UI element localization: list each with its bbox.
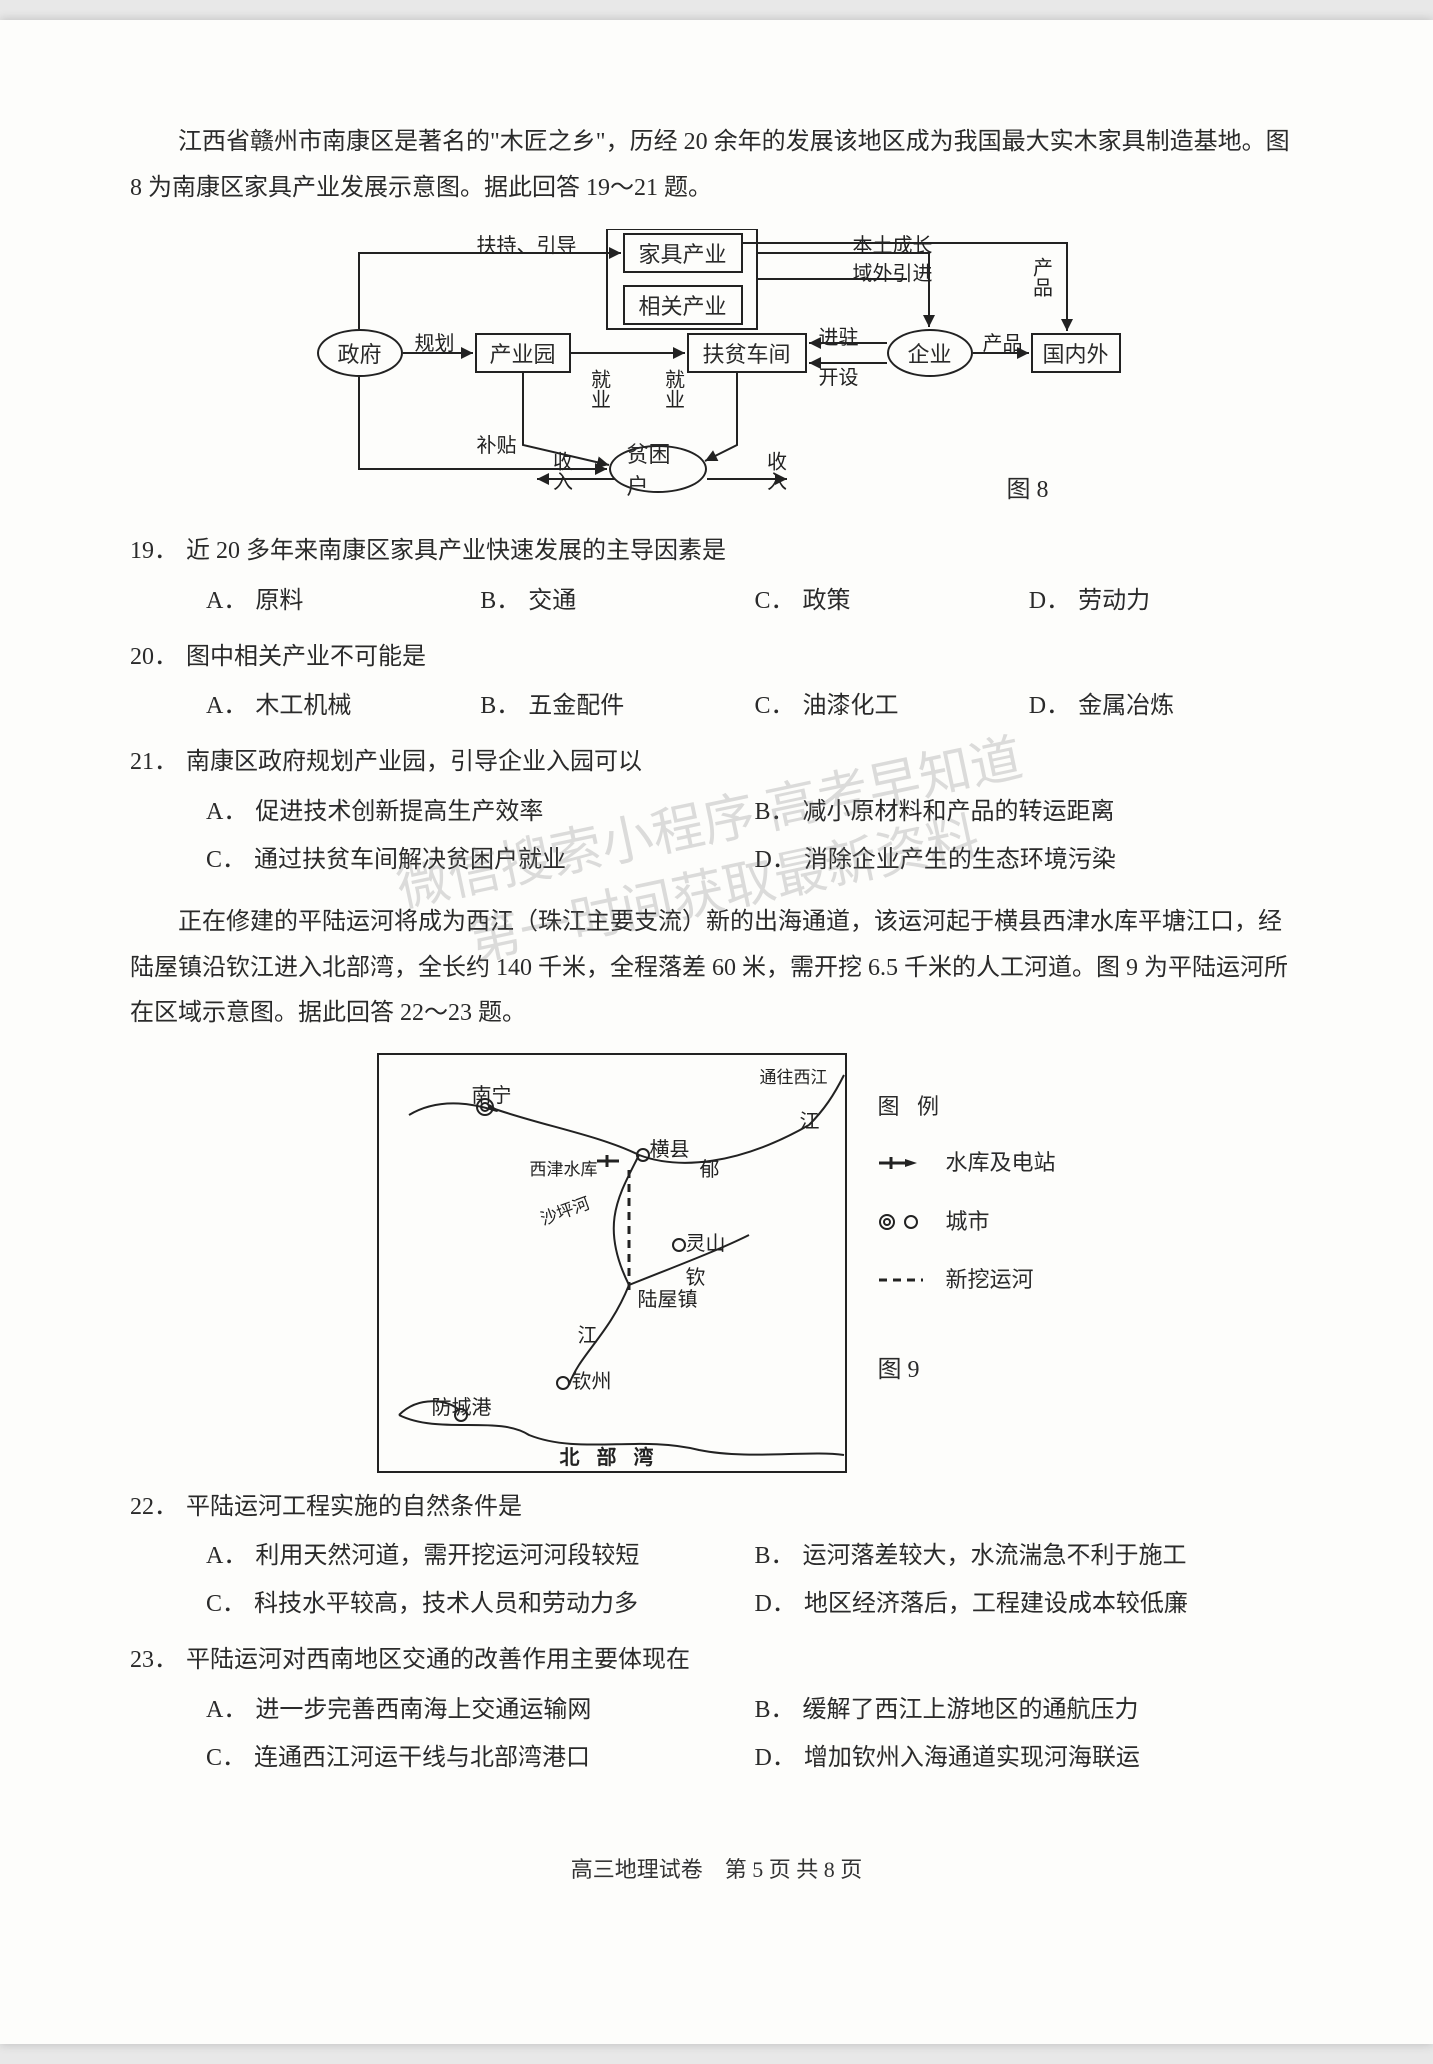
place-qin: 钦 <box>685 1261 705 1290</box>
place-qinzhou: 钦州 <box>571 1365 611 1394</box>
q22-num: 22． <box>130 1485 186 1531</box>
q21-num: 21． <box>130 740 186 786</box>
q19-opt-d: D．劳动力 <box>1029 577 1303 625</box>
q20-num: 20． <box>130 635 186 681</box>
q20-opt-b: B．五金配件 <box>480 682 754 730</box>
question-20: 20． 图中相关产业不可能是 A．木工机械 B．五金配件 C．油漆化工 D．金属… <box>130 635 1303 731</box>
q19-opt-c: C．政策 <box>755 577 1029 625</box>
node-rel: 相关产业 <box>623 285 743 325</box>
q23-options: A．进一步完善西南海上交通运输网 B．缓解了西江上游地区的通航压力 C．连通西江… <box>130 1686 1303 1782</box>
legend-canal: 新挖运河 <box>877 1256 1055 1304</box>
node-park: 产业园 <box>475 333 571 373</box>
q21-options: A．促进技术创新提高生产效率 B．减小原材料和产品的转运距离 C．通过扶贫车间解… <box>130 788 1303 884</box>
legend-city: 城市 <box>877 1198 1055 1246</box>
edge-prod1: 产品 <box>983 327 1023 356</box>
place-nanning: 南宁 <box>471 1079 511 1108</box>
map-legend: 图 例 水库及电站 城市 新挖运河 <box>877 1083 1055 1397</box>
canal-icon <box>877 1274 931 1286</box>
q19-stem: 近 20 多年来南康区家具产业快速发展的主导因素是 <box>186 529 1303 575</box>
node-pvwk: 扶贫车间 <box>687 333 807 373</box>
place-toxi: 通往西江 <box>759 1063 827 1088</box>
node-furn: 家具产业 <box>623 233 743 273</box>
place-yu: 郁 <box>699 1153 719 1182</box>
edge-bring: 域外引进 <box>853 257 933 286</box>
edge-grow: 本土成长 <box>853 229 933 258</box>
edge-inc1: 收入 <box>547 451 576 491</box>
node-ent: 企业 <box>887 329 973 377</box>
place-hengxian: 横县 <box>649 1133 689 1162</box>
q22-options: A．利用天然河道，需开挖运河河段较短 B．运河落差较大，水流湍急不利于施工 C．… <box>130 1532 1303 1628</box>
question-19: 19． 近 20 多年来南康区家具产业快速发展的主导因素是 A．原料 B．交通 … <box>130 529 1303 625</box>
legend-title: 图 例 <box>877 1083 1055 1131</box>
place-jiang2: 江 <box>577 1319 597 1348</box>
node-gov: 政府 <box>317 329 403 377</box>
q21-opt-a: A．促进技术创新提高生产效率 <box>206 788 755 836</box>
edge-enter: 进驻 <box>819 321 859 350</box>
q20-opt-d: D．金属冶炼 <box>1029 682 1303 730</box>
q20-stem: 图中相关产业不可能是 <box>186 635 1303 681</box>
legend-canal-text: 新挖运河 <box>945 1256 1033 1304</box>
node-poor: 贫困户 <box>609 445 707 493</box>
fig9-caption: 图 9 <box>877 1344 1055 1397</box>
edge-plan: 规划 <box>415 327 455 356</box>
edge-subsidy: 补贴 <box>477 429 517 458</box>
fig8-caption: 图 8 <box>1007 469 1049 504</box>
edge-job2: 就业 <box>659 369 688 409</box>
q23-stem: 平陆运河对西南地区交通的改善作用主要体现在 <box>186 1638 1303 1684</box>
q21-opt-d: D．消除企业产生的生态环境污染 <box>755 836 1304 884</box>
q23-opt-c: C．连通西江河运干线与北部湾港口 <box>206 1734 755 1782</box>
passage-2: 正在修建的平陆运河将成为西江（珠江主要支流）新的出海通道，该运河起于横县西津水库… <box>130 900 1303 1037</box>
q22-opt-c: C．科技水平较高，技术人员和劳动力多 <box>206 1580 755 1628</box>
place-bbw: 北 部 湾 <box>559 1441 659 1470</box>
place-lingshan: 灵山 <box>685 1227 725 1256</box>
node-mkt: 国内外 <box>1031 333 1121 373</box>
legend-dam: 水库及电站 <box>877 1139 1055 1187</box>
question-21: 21． 南康区政府规划产业园，引导企业入园可以 A．促进技术创新提高生产效率 B… <box>130 740 1303 884</box>
q20-options: A．木工机械 B．五金配件 C．油漆化工 D．金属冶炼 <box>130 682 1303 730</box>
q20-opt-c: C．油漆化工 <box>755 682 1029 730</box>
q23-opt-a: A．进一步完善西南海上交通运输网 <box>206 1686 755 1734</box>
edge-inc2: 收入 <box>761 451 790 491</box>
q20-opt-a: A．木工机械 <box>206 682 480 730</box>
place-fcg: 防城港 <box>431 1391 491 1420</box>
q23-opt-d: D．增加钦州入海通道实现河海联运 <box>755 1734 1304 1782</box>
question-23: 23． 平陆运河对西南地区交通的改善作用主要体现在 A．进一步完善西南海上交通运… <box>130 1638 1303 1782</box>
question-22: 22． 平陆运河工程实施的自然条件是 A．利用天然河道，需开挖运河河段较短 B．… <box>130 1485 1303 1629</box>
figure-8: 政府 产业园 家具产业 相关产业 扶贫车间 贫困户 企业 国内外 规划 扶持、引… <box>130 229 1303 509</box>
q19-opt-b: B．交通 <box>480 577 754 625</box>
q21-opt-b: B．减小原材料和产品的转运距离 <box>755 788 1304 836</box>
q22-opt-d: D．地区经济落后，工程建设成本较低廉 <box>755 1580 1304 1628</box>
edge-job1: 就业 <box>585 369 614 409</box>
edge-support: 扶持、引导 <box>477 229 577 258</box>
legend-dam-text: 水库及电站 <box>945 1139 1055 1187</box>
city-icon <box>877 1212 931 1232</box>
map-9: 南宁 横县 西津水库 郁 江 通往西江 沙坪河 灵山 陆屋镇 钦 江 钦州 防城… <box>377 1053 847 1473</box>
q21-opt-c: C．通过扶贫车间解决贫困户就业 <box>206 836 755 884</box>
q21-stem: 南康区政府规划产业园，引导企业入园可以 <box>186 740 1303 786</box>
q22-opt-b: B．运河落差较大，水流湍急不利于施工 <box>755 1532 1304 1580</box>
diagram-8: 政府 产业园 家具产业 相关产业 扶贫车间 贫困户 企业 国内外 规划 扶持、引… <box>307 229 1127 509</box>
edge-setup: 开设 <box>819 361 859 390</box>
q23-opt-b: B．缓解了西江上游地区的通航压力 <box>755 1686 1304 1734</box>
page-footer: 高三地理试卷 第 5 页 共 8 页 <box>130 1852 1303 1884</box>
place-xijin: 西津水库 <box>529 1155 597 1180</box>
edge-prod2: 产品 <box>1027 257 1056 297</box>
legend-city-text: 城市 <box>945 1198 989 1246</box>
place-jiangtop: 江 <box>799 1105 819 1134</box>
exam-page: 微信搜索小程序 高考早知道 第一时间获取最新资料 江西省赣州市南康区是著名的"木… <box>0 20 1433 2044</box>
q19-num: 19． <box>130 529 186 575</box>
figure-9: 南宁 横县 西津水库 郁 江 通往西江 沙坪河 灵山 陆屋镇 钦 江 钦州 防城… <box>130 1053 1303 1473</box>
intro-paragraph: 江西省赣州市南康区是著名的"木匠之乡"，历经 20 余年的发展该地区成为我国最大… <box>130 120 1303 211</box>
q22-stem: 平陆运河工程实施的自然条件是 <box>186 1485 1303 1531</box>
q23-num: 23． <box>130 1638 186 1684</box>
q19-options: A．原料 B．交通 C．政策 D．劳动力 <box>130 577 1303 625</box>
q22-opt-a: A．利用天然河道，需开挖运河河段较短 <box>206 1532 755 1580</box>
dam-icon <box>877 1154 931 1172</box>
q19-opt-a: A．原料 <box>206 577 480 625</box>
